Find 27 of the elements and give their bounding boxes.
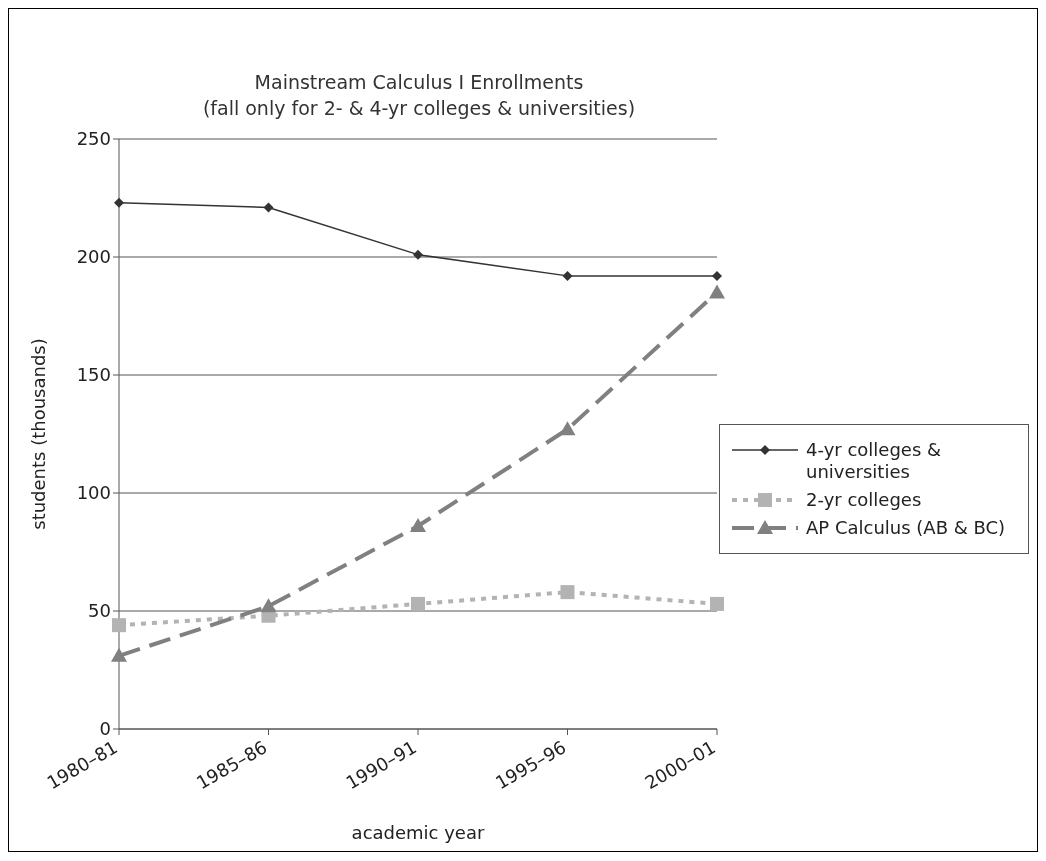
x-axis-title: academic year bbox=[351, 822, 485, 843]
point bbox=[263, 202, 274, 213]
y-tick-label: 0 bbox=[99, 718, 111, 740]
point bbox=[560, 585, 575, 600]
point bbox=[260, 598, 277, 613]
point bbox=[562, 270, 573, 281]
y-tick-label: 150 bbox=[76, 364, 111, 386]
chart-subtitle: (fall only for 2- & 4-yr colleges & universities) bbox=[201, 96, 637, 121]
point bbox=[413, 249, 423, 260]
point bbox=[411, 596, 425, 611]
point bbox=[710, 596, 724, 611]
y-tick-label: 200 bbox=[76, 246, 111, 268]
legend-label: 2-yr colleges bbox=[806, 489, 922, 511]
y-tick-label: 100 bbox=[76, 482, 111, 504]
y-axis-title: students (thousands) bbox=[28, 338, 50, 530]
y-tick-label: 250 bbox=[76, 128, 111, 150]
legend-label: 4-yr colleges & universities bbox=[806, 439, 943, 483]
legend-label: AP Calculus (AB & BC) bbox=[806, 517, 1006, 539]
chart-title: Mainstream Calculus I Enrollments bbox=[253, 70, 585, 95]
point bbox=[114, 197, 124, 208]
point bbox=[111, 647, 127, 662]
point bbox=[112, 618, 126, 633]
point bbox=[559, 421, 576, 436]
point bbox=[709, 284, 725, 299]
point bbox=[712, 270, 722, 281]
point bbox=[410, 518, 426, 533]
y-tick-label: 50 bbox=[88, 600, 111, 622]
